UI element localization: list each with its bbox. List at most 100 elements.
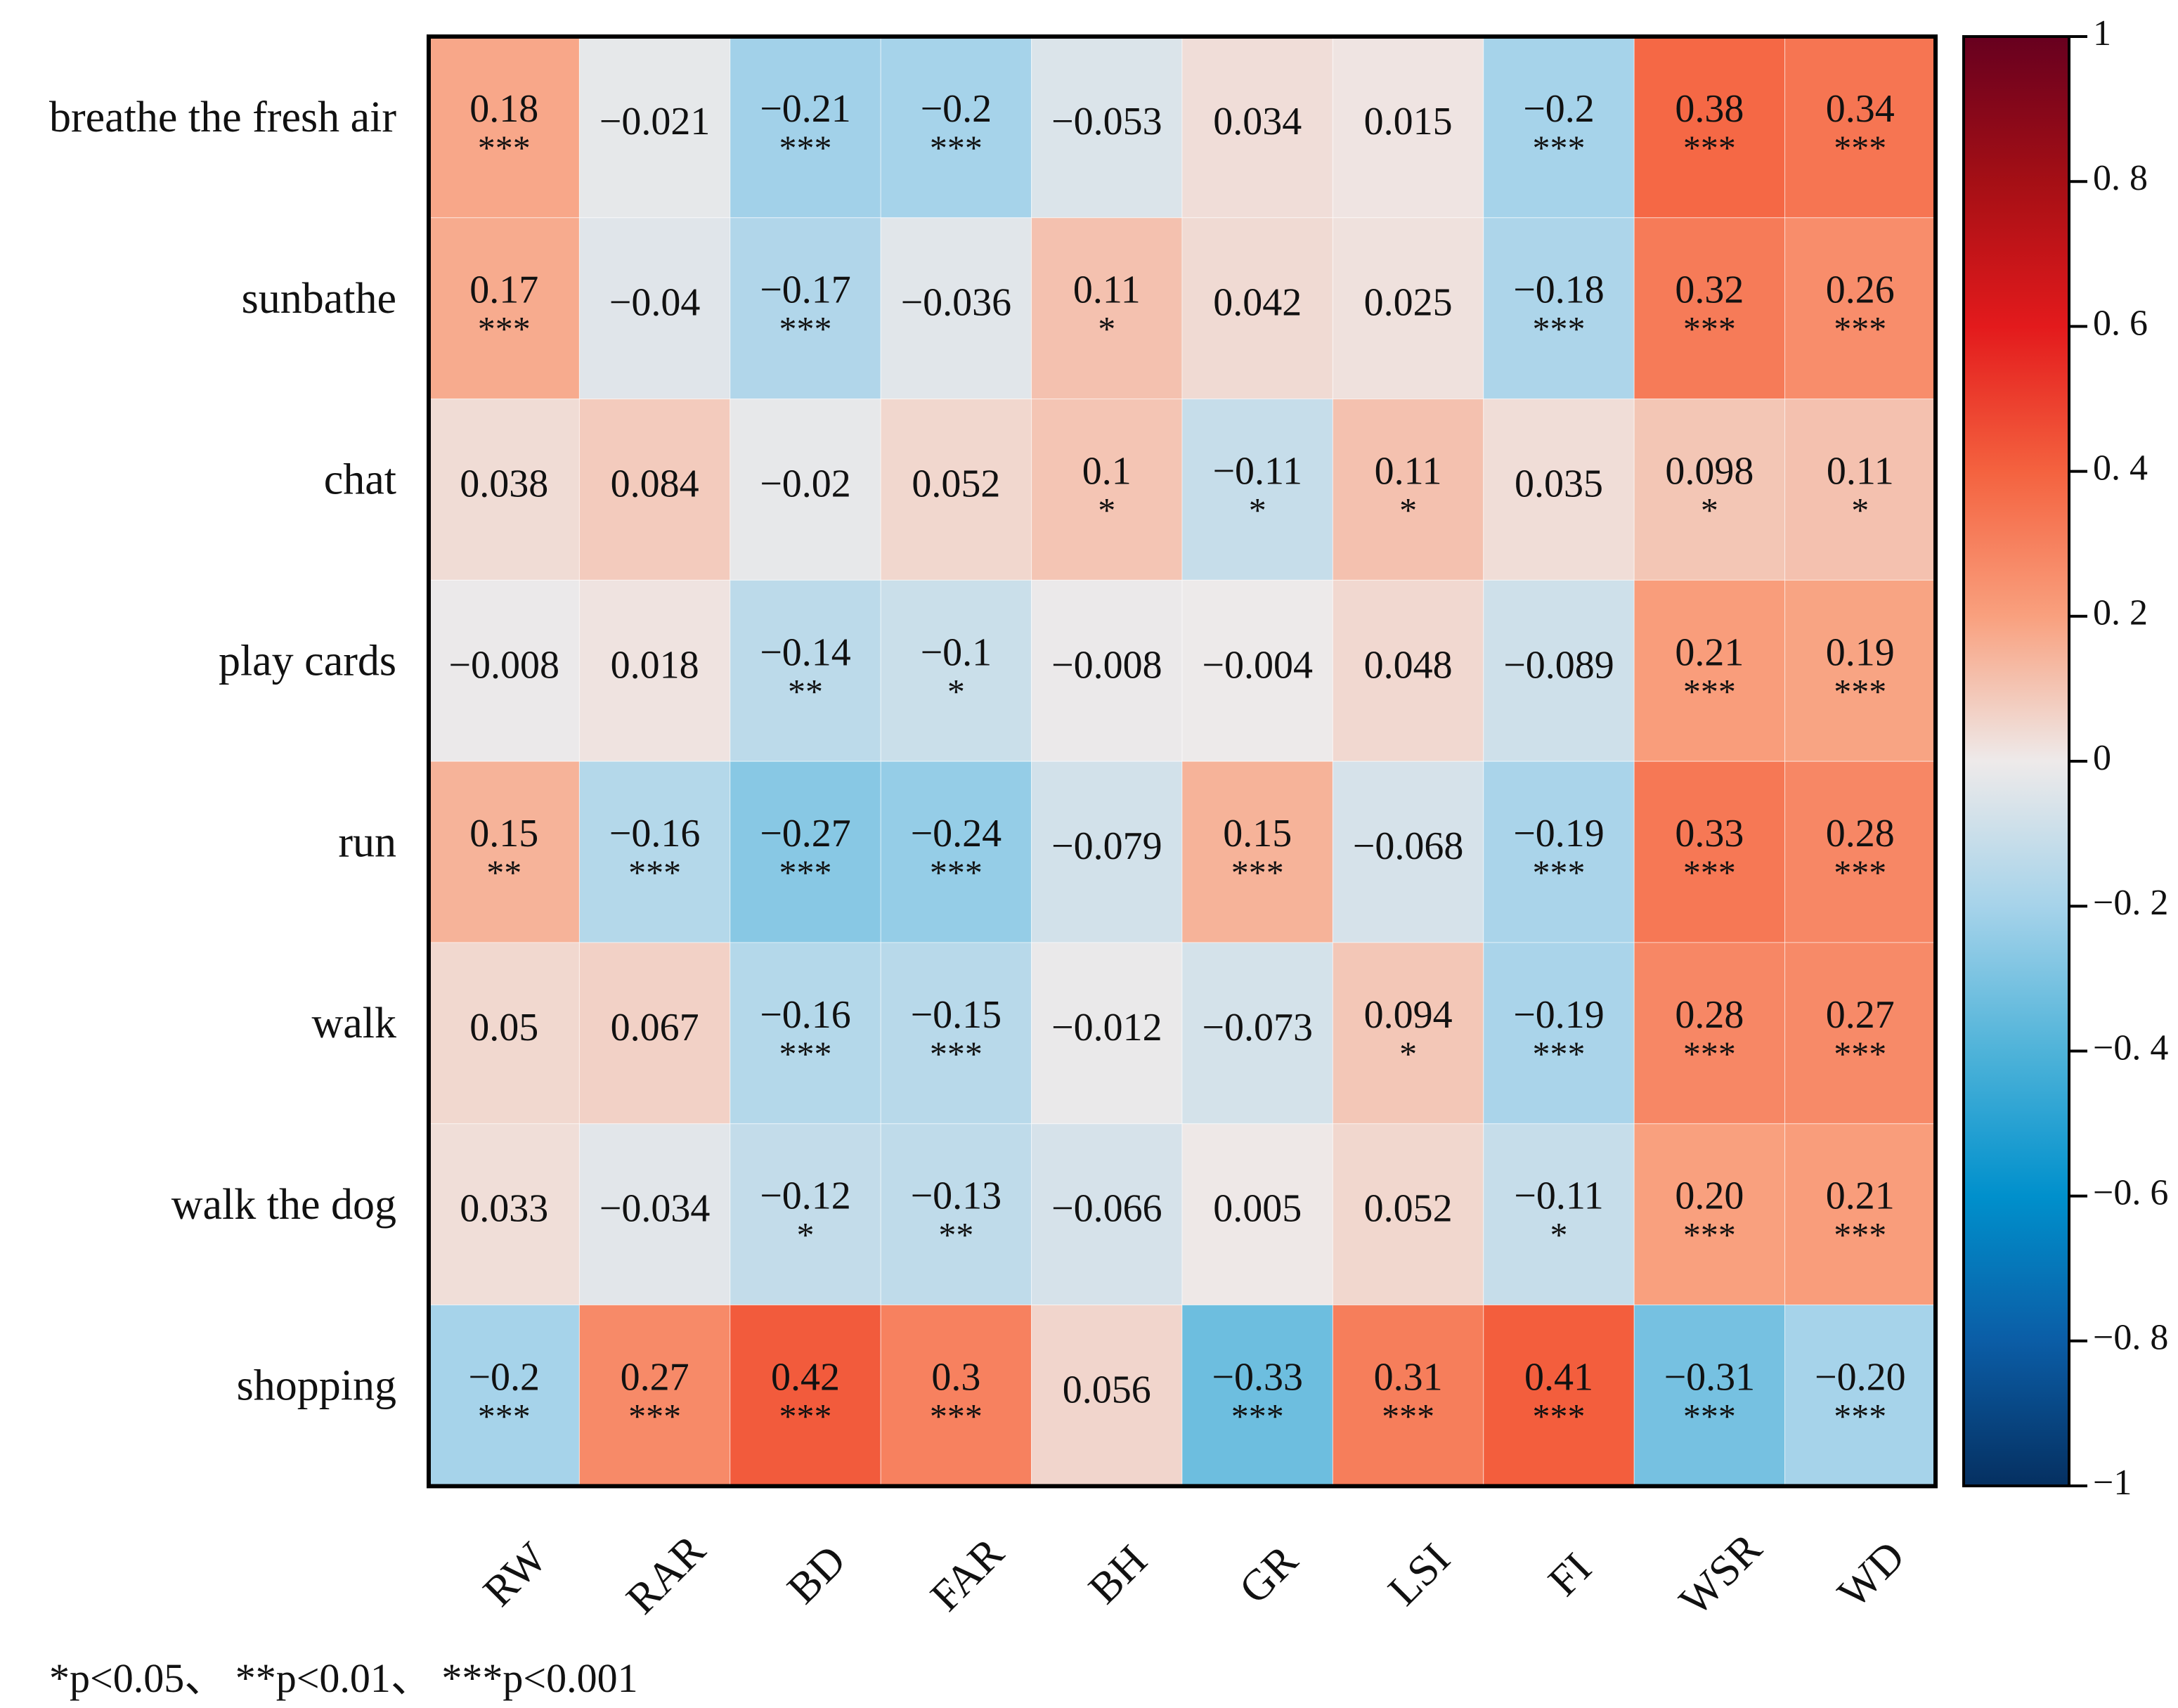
cell-value-label: 0.033 (460, 1187, 548, 1231)
cell-value-label: −0.13 (911, 1175, 1002, 1218)
heatmap-cell (1633, 1305, 1786, 1487)
cell-significance-stars: *** (1231, 1397, 1284, 1436)
heatmap-cell (1181, 1305, 1333, 1487)
cell-value-label: −0.089 (1503, 643, 1614, 687)
cell-value-label: 0.15 (1223, 812, 1292, 855)
cell-value-label: 0.28 (1826, 812, 1895, 855)
heatmap-cell (880, 761, 1032, 943)
heatmap-cell (428, 1123, 580, 1306)
heatmap-cell (428, 942, 580, 1125)
cell-value-label: −0.24 (911, 812, 1002, 855)
cell-significance-stars: *** (1834, 309, 1886, 349)
cell-value-label: 0.28 (1675, 993, 1744, 1037)
cell-significance-stars: ** (938, 1215, 973, 1255)
cell-value-label: 0.048 (1364, 643, 1453, 687)
significance-footnote: *p<0.05、 **p<0.01、 ***p<0.001 (49, 1655, 638, 1701)
cell-value-label: −0.04 (609, 281, 701, 325)
cell-value-label: −0.17 (760, 269, 851, 312)
cell-value-label: 0.098 (1665, 450, 1754, 493)
heatmap-cell (1031, 399, 1183, 581)
cell-value-label: −0.2 (468, 1356, 540, 1399)
colorbar-tick-label: 0. 6 (2093, 303, 2148, 343)
cell-significance-stars: *** (1683, 1215, 1736, 1255)
cell-value-label: 0.084 (611, 462, 699, 506)
heatmap-cell (1332, 399, 1484, 581)
heatmap-cell (1633, 761, 1786, 943)
heatmap-cell (1483, 579, 1635, 762)
heatmap-cell (1181, 399, 1333, 581)
cell-value-label: −0.021 (599, 100, 711, 143)
cell-significance-stars: *** (1683, 1397, 1736, 1436)
cell-value-label: 0.21 (1675, 630, 1744, 674)
cell-value-label: 0.094 (1364, 993, 1453, 1037)
cell-significance-stars: *** (1533, 1397, 1586, 1436)
heatmap-cell (578, 399, 731, 581)
cell-value-label: −0.12 (760, 1175, 851, 1218)
cell-value-label: 0.17 (469, 269, 538, 312)
cell-value-label: −0.068 (1353, 824, 1464, 868)
row-label: chat (324, 456, 396, 504)
cell-value-label: −0.053 (1051, 100, 1162, 143)
cell-value-label: 0.005 (1213, 1187, 1302, 1231)
cell-significance-stars: *** (1834, 853, 1886, 892)
cell-value-label: 0.025 (1364, 281, 1453, 325)
cell-significance-stars: *** (628, 853, 681, 892)
colorbar-tick-label: 1 (2093, 13, 2111, 53)
cell-value-label: 0.038 (460, 462, 548, 506)
cell-value-label: 0.15 (469, 812, 538, 855)
cell-significance-stars: *** (1533, 309, 1586, 349)
cell-significance-stars: * (1399, 1034, 1417, 1073)
cell-value-label: −0.004 (1202, 643, 1313, 687)
heatmap-cell (1633, 399, 1786, 581)
heatmap-cell (1483, 217, 1635, 400)
cell-significance-stars: * (1098, 491, 1115, 530)
cell-significance-stars: * (1399, 491, 1417, 530)
cell-significance-stars: * (797, 1215, 815, 1255)
cell-significance-stars: *** (628, 1397, 681, 1436)
heatmap-cell (1332, 579, 1484, 762)
cell-value-label: −0.012 (1051, 1006, 1162, 1049)
column-label: FI (1539, 1544, 1600, 1605)
heatmap-cell (428, 36, 580, 219)
heatmap-cell (1031, 1305, 1183, 1487)
cell-value-label: 0.27 (1826, 993, 1895, 1037)
cell-significance-stars: *** (930, 1397, 983, 1436)
column-label: WSR (1671, 1524, 1772, 1625)
cell-significance-stars: * (1098, 309, 1115, 349)
heatmap-cell (1332, 942, 1484, 1125)
cell-significance-stars: *** (1834, 671, 1886, 711)
heatmap-cell (428, 1305, 580, 1487)
column-label: WD (1829, 1532, 1914, 1617)
cell-value-label: 0.035 (1515, 462, 1603, 506)
cell-value-label: 0.067 (611, 1006, 699, 1049)
heatmap-cell (1031, 36, 1183, 219)
cell-value-label: 0.42 (771, 1356, 840, 1399)
cell-value-label: −0.16 (609, 812, 701, 855)
cell-significance-stars: *** (1683, 1034, 1736, 1073)
cell-value-label: 0.26 (1826, 269, 1895, 312)
heatmap-cell (428, 399, 580, 581)
cell-value-label: 0.056 (1063, 1369, 1151, 1412)
cell-significance-stars: * (947, 671, 965, 711)
heatmap-cell (578, 761, 731, 943)
heatmap-cell (1181, 1123, 1333, 1306)
heatmap-cell (1181, 36, 1333, 219)
heatmap-cell (880, 36, 1032, 219)
cell-value-label: −0.034 (599, 1187, 711, 1231)
heatmap-cell (1181, 942, 1333, 1125)
heatmap-cell (1633, 217, 1786, 400)
cell-significance-stars: ** (486, 853, 521, 892)
heatmap-cell (578, 36, 731, 219)
cell-value-label: 0.31 (1374, 1356, 1443, 1399)
cell-significance-stars: *** (930, 1034, 983, 1073)
cell-significance-stars: *** (1683, 671, 1736, 711)
cell-value-label: 0.11 (1375, 450, 1442, 493)
cell-value-label: 0.052 (1364, 1187, 1453, 1231)
column-label: BD (778, 1536, 855, 1613)
heatmap-cell (1483, 1123, 1635, 1306)
cell-significance-stars: *** (478, 1397, 531, 1436)
cell-value-label: −0.20 (1815, 1356, 1906, 1399)
cell-significance-stars: *** (1382, 1397, 1434, 1436)
colorbar (1962, 35, 2070, 1487)
cell-significance-stars: *** (779, 853, 832, 892)
